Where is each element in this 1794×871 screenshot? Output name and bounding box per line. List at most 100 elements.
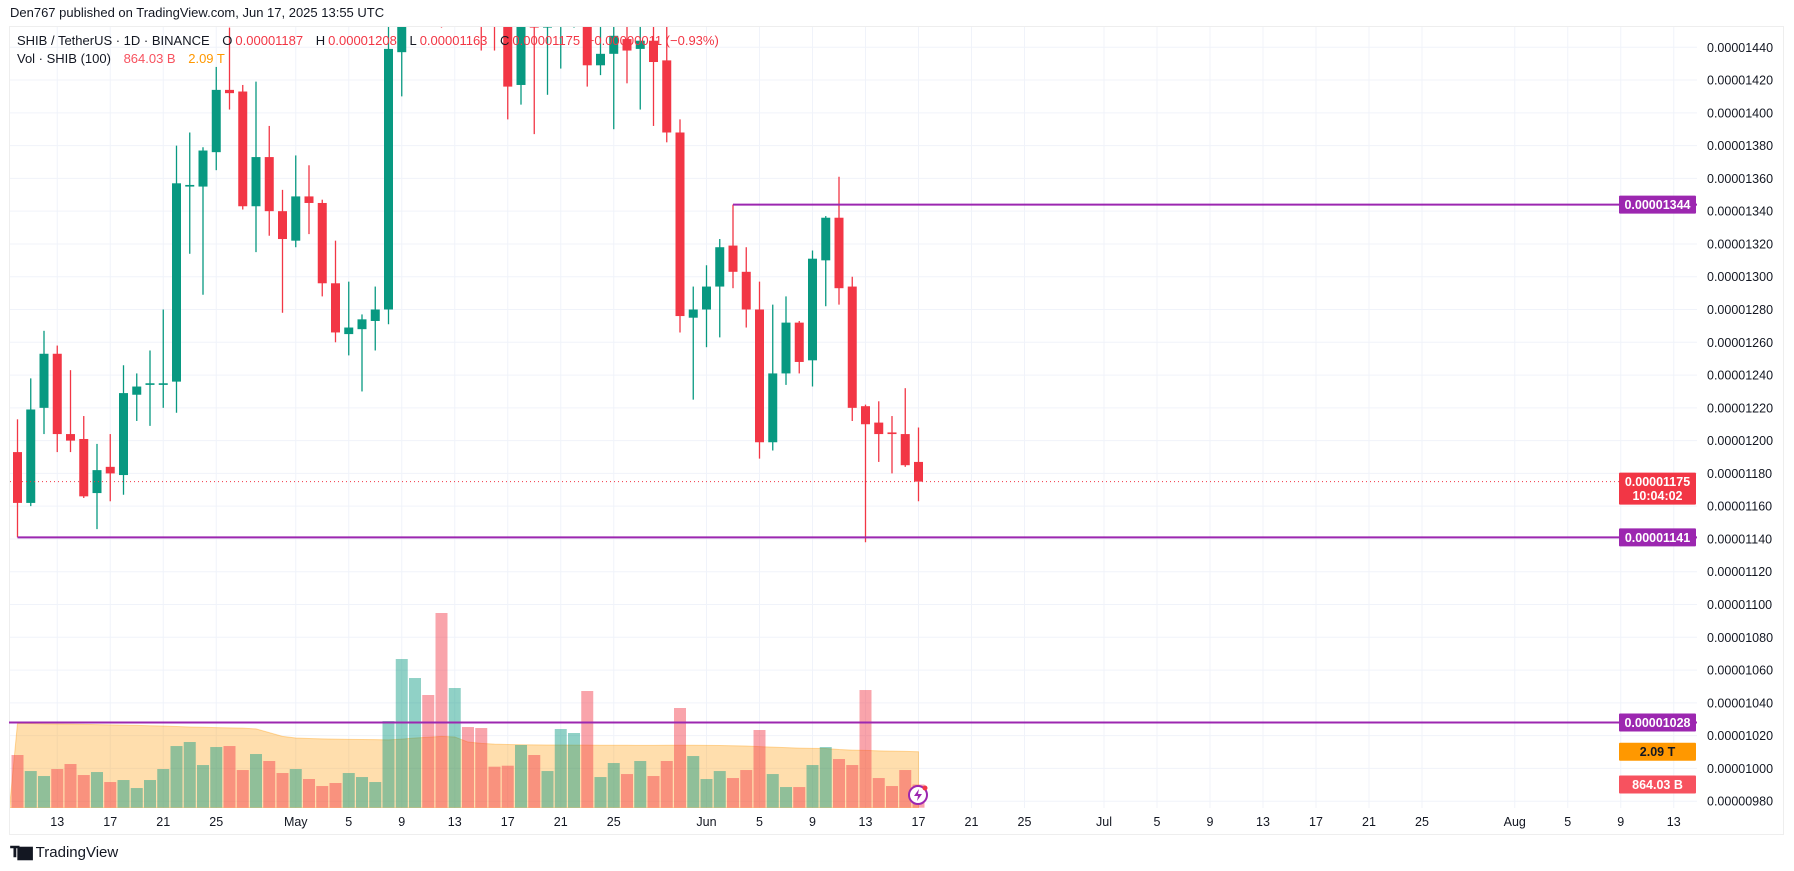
candle xyxy=(688,286,698,400)
candle-body xyxy=(794,322,804,362)
y-tick-label: 0.00001200 xyxy=(1707,434,1773,448)
x-tick-label: 5 xyxy=(1564,815,1571,829)
candle xyxy=(622,27,632,84)
candle-body xyxy=(145,383,155,385)
candle-body xyxy=(543,27,552,28)
x-tick-label: 25 xyxy=(1018,815,1032,829)
volume-bar xyxy=(727,778,739,808)
x-tick-label: 9 xyxy=(809,815,816,829)
y-tick-label: 0.00001040 xyxy=(1707,696,1773,710)
y-tick-label: 0.00001400 xyxy=(1707,106,1773,120)
y-tick-label: 0.00001020 xyxy=(1707,729,1773,743)
volume-bar xyxy=(117,780,130,808)
volume-bar xyxy=(223,746,236,808)
chart-frame xyxy=(9,26,1784,835)
x-tick-label: 9 xyxy=(1617,815,1624,829)
last-price-label-text: 10:04:02 xyxy=(1632,489,1682,503)
volume-ma-label-bg xyxy=(1619,742,1696,761)
candle-body xyxy=(821,217,831,261)
candle xyxy=(493,27,496,51)
candle-body xyxy=(251,157,261,207)
y-tick-label: 0.00001340 xyxy=(1707,205,1773,219)
candle xyxy=(132,373,142,421)
grid-lines xyxy=(10,27,1697,808)
candle xyxy=(834,176,844,305)
volume-bar xyxy=(38,776,50,808)
volume-bar xyxy=(833,759,845,808)
volume-bar xyxy=(581,691,594,808)
candle xyxy=(39,330,49,435)
level-price-label-text: 0.00001141 xyxy=(1625,531,1690,545)
candle xyxy=(741,247,751,328)
candle xyxy=(662,27,672,143)
lightning-alert-icon[interactable] xyxy=(908,785,928,805)
candle xyxy=(914,427,923,502)
volume-title: Vol · SHIB (100) xyxy=(17,51,111,66)
volume-bar xyxy=(475,728,488,808)
y-tick-label: 0.00001420 xyxy=(1707,74,1773,88)
candle-body xyxy=(79,438,89,497)
x-tick-label: 17 xyxy=(103,815,117,829)
volume-bar xyxy=(77,775,90,808)
y-tick-label: 0.00001120 xyxy=(1707,565,1772,579)
x-tick-label: Jun xyxy=(696,815,716,829)
volume-bar xyxy=(91,772,103,808)
candle-layer xyxy=(13,0,923,543)
x-tick-label: 17 xyxy=(912,815,926,829)
candle-body xyxy=(834,217,844,289)
tradingview-logo[interactable]: 𝐓▇ TradingView xyxy=(10,844,118,861)
x-tick-label: 5 xyxy=(1154,815,1161,829)
candle xyxy=(397,27,407,97)
x-tick-label: 17 xyxy=(501,815,515,829)
low-value: 0.00001163 xyxy=(419,33,488,48)
candle xyxy=(278,189,287,313)
candle xyxy=(900,388,910,467)
candle-body xyxy=(437,0,446,6)
candle xyxy=(503,27,513,120)
price-axis[interactable]: 0.00001440 0.00001420 0.00001400 0.00001380… xyxy=(1707,41,1773,809)
volume-bar xyxy=(515,745,527,808)
volume-bar xyxy=(263,761,276,808)
candle xyxy=(26,378,36,507)
x-tick-label: 21 xyxy=(1362,815,1376,829)
volume-bar xyxy=(859,690,872,808)
candle-body xyxy=(66,434,75,441)
volume-legend[interactable]: Vol · SHIB (100) 864.03 B 2.09 T xyxy=(17,51,228,66)
candle xyxy=(370,286,380,351)
symbol-title: SHIB / TetherUS · 1D · BINANCE xyxy=(17,33,210,48)
level-price-label: 0.00001344 xyxy=(1619,195,1696,214)
candle-body xyxy=(503,27,513,87)
candle xyxy=(357,314,367,392)
candle-body xyxy=(172,183,181,382)
candle-body xyxy=(649,40,658,63)
volume-bar xyxy=(130,788,143,808)
candle xyxy=(715,239,725,338)
time-axis[interactable]: 13 17 21 25 May 5 9 13 17 21 25 Jun 5 9 13 17 21 25 Jul 5 9 1… xyxy=(50,815,1680,829)
high-value: 0.00001208 xyxy=(328,33,397,48)
y-tick-label: 0.00001140 xyxy=(1707,532,1772,546)
volume-ma-label: 2.09 T xyxy=(1619,742,1696,761)
y-tick-label: 0.00001280 xyxy=(1707,303,1773,317)
candle xyxy=(119,365,128,495)
candle-body xyxy=(609,35,619,54)
symbol-legend[interactable]: SHIB / TetherUS · 1D · BINANCE O 0.000011… xyxy=(17,33,722,48)
candle xyxy=(582,27,592,87)
volume-bar xyxy=(382,721,395,808)
volume-bar xyxy=(395,659,408,808)
candle-body xyxy=(317,202,327,284)
volume-bar xyxy=(674,708,686,808)
x-tick-label: 13 xyxy=(1256,815,1270,829)
x-tick-label: 25 xyxy=(607,815,621,829)
y-tick-label: 0.00001300 xyxy=(1707,270,1773,284)
candle xyxy=(198,147,208,295)
volume-label-text: 864.03 B xyxy=(1632,778,1683,792)
candle xyxy=(516,27,526,105)
x-tick-label: 5 xyxy=(345,815,352,829)
volume-bar xyxy=(872,778,885,808)
y-tick-label: 0.00001080 xyxy=(1707,631,1773,645)
volume-ma-value: 2.09 T xyxy=(188,51,225,66)
level-price-label-bg xyxy=(1619,195,1696,214)
candle xyxy=(702,265,711,348)
tradingview-brand-text: TradingView xyxy=(35,844,119,861)
